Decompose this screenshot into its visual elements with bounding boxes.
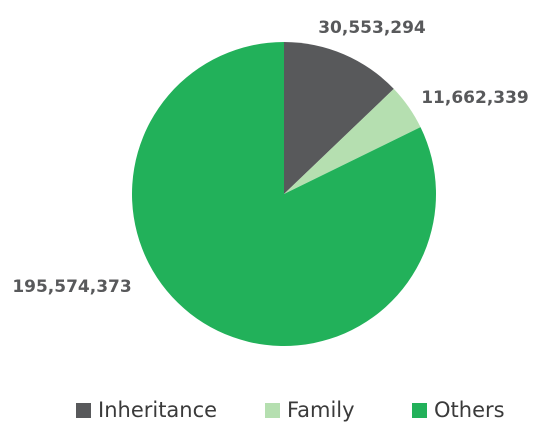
legend-swatch: [265, 403, 280, 418]
legend-label: Family: [287, 398, 355, 422]
data-label: 195,574,373: [12, 277, 131, 297]
legend-label: Inheritance: [98, 398, 217, 422]
pie-slice: [284, 42, 394, 194]
data-label: 11,662,339: [421, 88, 529, 108]
pie-slice: [284, 88, 421, 194]
legend-label: Others: [434, 398, 505, 422]
legend-swatch: [412, 403, 427, 418]
legend-swatch: [76, 403, 91, 418]
data-label: 30,553,294: [318, 18, 426, 38]
pie-slice: [132, 42, 436, 346]
